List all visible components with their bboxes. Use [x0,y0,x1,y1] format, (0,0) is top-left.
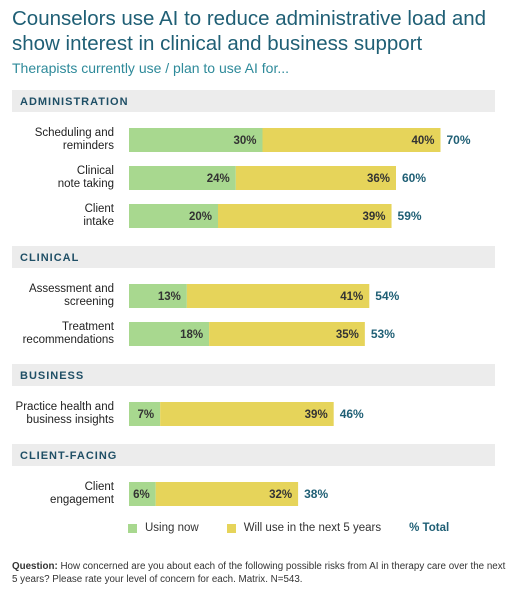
category-label: Client engagement [50,481,115,506]
section-header-bg [12,444,495,466]
data-label-using-now: 20% [189,211,212,223]
bar-will-use [262,128,441,152]
bar-will-use [160,402,334,426]
category-label: Scheduling and reminders [35,127,115,152]
data-label-using-now: 7% [138,409,155,421]
data-label-total: 54% [375,289,399,303]
data-label-will-use: 41% [340,291,363,303]
legend-label-total: % Total [409,522,450,534]
data-label-using-now: 24% [207,173,230,185]
category-label: Practice health and business insights [16,401,115,426]
legend-label-using: Using now [145,522,199,534]
section-header-client-facing: CLIENT-FACING [20,450,117,462]
bar-using-now [129,402,161,426]
section-header-business: BUSINESS [20,370,84,382]
legend-swatch-will-use [226,523,236,533]
category-label: Assessment and screening [29,283,114,308]
data-label-using-now: 30% [233,135,256,147]
bar-using-now [129,322,210,346]
footnote: Question: How concerned are you about ea… [12,560,512,586]
bar-using-now [129,204,218,228]
bar-will-use [235,166,396,190]
bar-will-use [209,322,365,346]
legend-label-will-use: Will use in the next 5 years [243,522,382,534]
bar-using-now [129,284,187,308]
section-header-bg [12,364,495,386]
data-label-will-use: 39% [363,211,386,223]
data-label-will-use: 40% [411,135,434,147]
legend-total: % Total [409,522,449,534]
bar-using-now [129,166,236,190]
data-label-will-use: 39% [305,409,328,421]
footnote-text: How concerned are you about each of the … [12,561,506,585]
bar-using-now [129,128,263,152]
bar-using-now [129,482,156,506]
data-label-total: 70% [447,133,471,147]
data-label-will-use: 36% [367,173,390,185]
data-label-will-use: 32% [269,489,292,501]
data-label-total: 60% [402,171,426,185]
data-label-using-now: 18% [180,329,203,341]
footnote-label: Question: [12,561,58,572]
data-label-using-now: 6% [133,489,150,501]
bar-will-use [186,284,370,308]
data-label-total: 59% [398,209,422,223]
legend-using-now: Using now [128,522,199,534]
data-label-total: 46% [340,407,364,421]
legend-swatch-using [128,523,137,533]
chart-subtitle: Therapists currently use / plan to use A… [12,60,290,76]
section-header-clinical: CLINICAL [20,252,79,264]
section-header-bg [12,90,495,112]
data-label-will-use: 35% [336,329,359,341]
section-header-administration: ADMINISTRATION [20,96,129,108]
bar-will-use [218,204,392,228]
data-label-using-now: 13% [158,291,181,303]
stacked-bar-chart: ADMINISTRATION Scheduling and reminders 30%… [12,90,495,506]
data-label-total: 38% [304,487,328,501]
legend-will-use: Will use in the next 5 years [226,522,382,534]
chart-title: Counselors use AI to reduce administrati… [12,7,487,55]
category-label: Clinical note taking [58,165,114,190]
section-header-bg [12,246,495,268]
bar-will-use [155,482,299,506]
category-label: Treatment recommendations [23,321,115,346]
data-label-total: 53% [371,327,395,341]
legend: Using now Will use in the next 5 years %… [128,522,477,534]
category-label: Client intake [83,203,114,228]
